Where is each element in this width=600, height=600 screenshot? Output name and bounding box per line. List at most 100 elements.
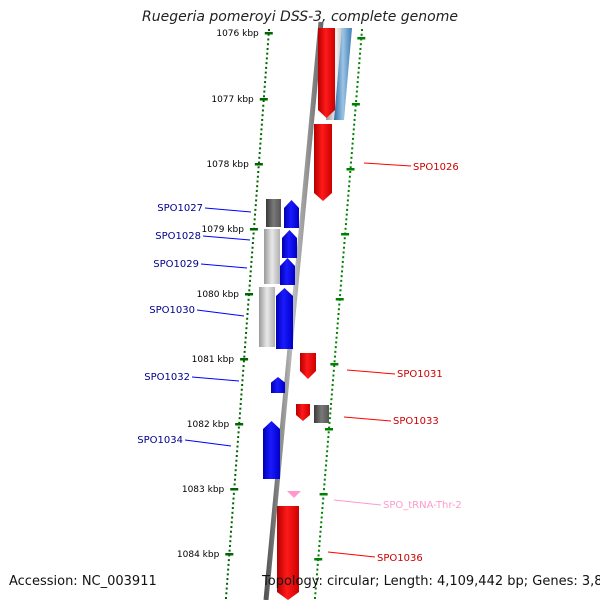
right-axis-dots-dot: [355, 95, 358, 98]
gene-shape-SPO_tRNA-Thr-2: [287, 491, 301, 498]
tick-label: 1082 kbp: [187, 420, 230, 430]
gene-leader-line: [346, 369, 396, 375]
gene-label-SPO1027: SPO1027: [157, 203, 203, 214]
left-axis-dots-dot: [243, 355, 246, 358]
right-axis-dots-dot: [319, 535, 322, 538]
gene-label-SPO1028: SPO1028: [155, 231, 201, 242]
left-axis-dots-dot: [257, 161, 260, 164]
right-axis-tick: [330, 363, 339, 366]
left-axis-dots-dot: [259, 142, 262, 145]
top-track-steel: [334, 28, 352, 120]
tick-label: 1076 kbp: [216, 29, 259, 39]
right-axis-tick: [351, 103, 360, 106]
left-axis-dots-dot: [238, 412, 241, 415]
left-axis-dots-dot: [244, 336, 247, 339]
gene-leader-line: [202, 235, 251, 241]
right-axis-dots-dot: [333, 365, 336, 368]
right-axis-dots-dot: [332, 374, 335, 377]
right-axis-dots-dot: [322, 497, 325, 500]
right-axis-dots-dot: [321, 502, 324, 505]
genome-backbone: [263, 21, 324, 600]
left-axis-dots-dot: [267, 33, 270, 36]
right-axis-dots-dot: [350, 161, 353, 164]
left-axis-dots-dot: [245, 322, 248, 325]
left-axis-dots-dot: [248, 284, 251, 287]
gene-shape-SPO1027: [284, 200, 299, 228]
right-axis-dots-dot: [352, 133, 355, 136]
left-axis-dots-dot: [227, 563, 230, 566]
right-axis-dots-dot: [332, 369, 335, 372]
left-axis-dots-dot: [264, 81, 267, 84]
left-axis-dots-dot: [230, 530, 233, 533]
right-axis-dots-dot: [357, 66, 360, 69]
left-axis-dots-dot: [255, 189, 258, 192]
gene-label-SPO1034: SPO1034: [137, 435, 183, 446]
left-axis-dots-dot: [258, 152, 261, 155]
right-axis-dots-dot: [346, 199, 349, 202]
left-axis-dots-dot: [256, 180, 259, 183]
right-axis-dots-dot: [361, 29, 363, 31]
right-axis-dots-dot: [335, 331, 338, 334]
gene-shape-SPO1034: [263, 421, 280, 479]
left-axis-dots-dot: [247, 303, 250, 306]
left-axis-dots-dot: [237, 426, 240, 429]
right-axis-dots-dot: [358, 57, 361, 60]
right-axis-dots-dot: [353, 123, 356, 126]
left-axis-dots-dot: [258, 156, 261, 159]
left-axis-tick: [249, 228, 258, 231]
tick-label: 1083 kbp: [182, 485, 225, 495]
left-axis-dots-dot: [246, 317, 249, 320]
left-axis-dots-dot: [236, 445, 239, 448]
right-axis-dots-dot: [319, 530, 322, 533]
right-axis-dots-dot: [334, 346, 337, 349]
left-axis-dots-dot: [247, 298, 250, 301]
left-axis-tick: [245, 293, 254, 296]
left-axis-dots-dot: [228, 549, 231, 552]
right-axis-dots-dot: [350, 152, 353, 155]
right-axis-dots-dot: [315, 582, 318, 585]
left-axis-dots-dot: [254, 204, 257, 207]
right-axis-dots-dot: [331, 384, 334, 386]
right-axis-dots-dot: [358, 62, 361, 65]
gene-shape-SPO1032: [271, 377, 285, 393]
right-axis-dots-dot: [316, 568, 319, 571]
gene-leader-line: [363, 162, 412, 167]
left-axis-dots-dot: [230, 521, 233, 524]
left-axis-dots-dot: [228, 544, 231, 547]
left-axis-dots-dot: [257, 171, 260, 173]
right-axis-dots-dot: [336, 327, 339, 330]
gene-leader-line: [333, 499, 382, 506]
right-axis-dots-dot: [326, 450, 329, 453]
right-axis-dots-dot: [330, 398, 333, 401]
right-axis-tick: [346, 168, 355, 171]
right-axis-dots-dot: [318, 544, 321, 547]
left-axis-dots-dot: [260, 128, 263, 131]
left-axis-tick: [225, 553, 234, 556]
left-axis-dots-dot: [238, 421, 241, 424]
left-axis-dots-dot: [253, 218, 256, 221]
right-axis-dots-dot: [359, 47, 362, 50]
left-axis-dots-dot: [232, 502, 235, 505]
right-axis-dots-dot: [351, 137, 354, 140]
gene-cog-box: [266, 199, 281, 227]
left-axis-dots-dot: [260, 123, 263, 126]
left-axis-dots-dot: [235, 464, 238, 467]
left-axis-dots-dot: [225, 587, 228, 590]
left-axis-dots-dot: [243, 346, 246, 349]
left-axis-dots-dot: [226, 573, 229, 576]
gene-cog-box: [264, 229, 280, 284]
left-axis-dots-dot: [256, 175, 259, 178]
right-axis-dots-dot: [327, 431, 330, 434]
left-axis-dots-dot: [238, 417, 241, 420]
left-axis-dots-dot: [235, 455, 238, 457]
left-axis-dots-dot: [245, 331, 248, 334]
left-axis-dots-dot: [240, 393, 243, 396]
right-axis-dots-dot: [327, 436, 330, 439]
left-axis-tick: [235, 423, 244, 426]
right-axis-dots-dot: [329, 412, 332, 415]
left-axis-dots-dot: [263, 90, 266, 93]
left-axis-dots-dot: [226, 578, 229, 581]
right-axis-dots-dot: [360, 33, 363, 36]
